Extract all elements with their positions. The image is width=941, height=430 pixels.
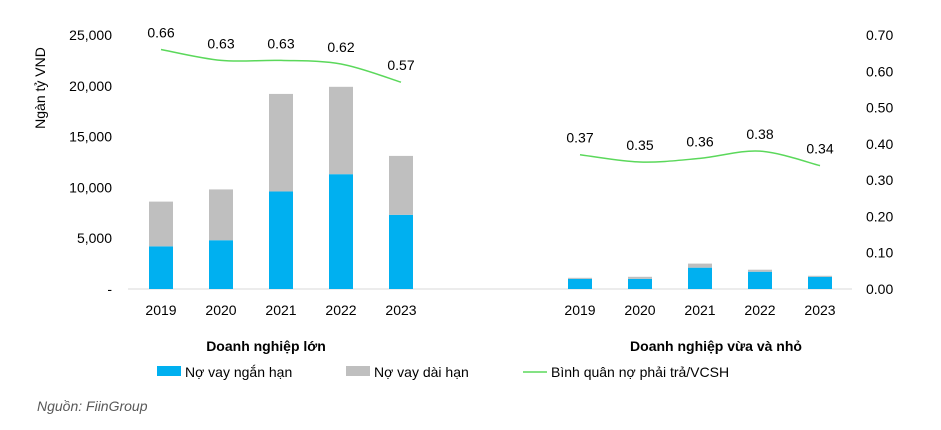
y2-tick-label: 0.10 <box>866 245 893 261</box>
x-tick-label: 2020 <box>624 302 655 318</box>
legend-label: Nợ vay dài hạn <box>374 364 469 380</box>
bar-long-term <box>329 86 353 175</box>
y-tick-label: 5,000 <box>77 230 112 246</box>
x-tick-label: 2020 <box>205 302 236 318</box>
data-label-bg <box>560 128 600 147</box>
bar-long-term <box>149 201 173 247</box>
bar-short-term <box>688 267 712 289</box>
ratio-data-label: 0.37 <box>566 130 593 146</box>
data-label-bg <box>381 56 421 75</box>
x-tick-label: 2023 <box>385 302 416 318</box>
legend-swatch <box>157 366 181 376</box>
ratio-data-label: 0.38 <box>746 126 773 142</box>
ratio-data-label: 0.63 <box>207 35 234 51</box>
data-label-bg <box>740 125 780 144</box>
x-tick-label: 2023 <box>804 302 835 318</box>
data-label-bg <box>201 34 241 53</box>
y2-tick-label: 0.00 <box>866 281 893 297</box>
ratio-data-label: 0.66 <box>147 25 174 41</box>
bar-short-term <box>748 271 772 289</box>
y2-tick-label: 0.50 <box>866 100 893 116</box>
data-label-bg <box>141 23 181 42</box>
ratio-data-label: 0.35 <box>626 137 653 153</box>
bar-long-term <box>748 269 772 272</box>
x-tick-label: 2022 <box>325 302 356 318</box>
y-tick-label: 20,000 <box>69 78 112 94</box>
bar-long-term <box>688 263 712 268</box>
bar-long-term <box>628 276 652 279</box>
x-tick-label: 2019 <box>145 302 176 318</box>
data-label-bg <box>800 139 840 158</box>
x-tick-label: 2021 <box>265 302 296 318</box>
bar-long-term <box>808 275 832 277</box>
bar-long-term <box>269 93 293 192</box>
bar-long-term <box>209 189 233 241</box>
ratio-data-label: 0.36 <box>686 133 713 149</box>
data-label-bg <box>620 136 660 154</box>
bar-long-term <box>568 277 592 279</box>
ratio-line <box>579 150 821 167</box>
x-tick-label: 2021 <box>684 302 715 318</box>
bar-short-term <box>269 191 293 289</box>
bar-short-term <box>209 240 233 289</box>
ratio-data-label: 0.63 <box>267 35 294 51</box>
y2-tick-label: 0.30 <box>866 172 893 188</box>
bar-short-term <box>329 174 353 289</box>
y2-tick-label: 0.20 <box>866 208 893 224</box>
data-label-bg <box>321 38 361 57</box>
bar-short-term <box>808 276 832 289</box>
ratio-data-label: 0.34 <box>806 141 833 157</box>
bar-short-term <box>628 278 652 289</box>
source-note: Nguồn: FiinGroup <box>37 398 148 414</box>
y-tick-label: 10,000 <box>69 179 112 195</box>
ratio-data-label: 0.57 <box>387 57 414 73</box>
ratio-line <box>160 48 402 83</box>
y-tick-label: 25,000 <box>69 27 112 43</box>
group-label: Doanh nghiệp lớn <box>206 338 326 354</box>
bar-short-term <box>149 246 173 289</box>
data-label-bg <box>261 34 301 53</box>
bar-long-term <box>389 155 413 215</box>
bar-short-term <box>568 278 592 289</box>
x-tick-label: 2019 <box>564 302 595 318</box>
y-axis-title: Ngàn tỷ VND <box>32 47 48 129</box>
y-tick-label: 15,000 <box>69 129 112 145</box>
y2-tick-label: 0.70 <box>866 27 893 43</box>
bar-short-term <box>389 214 413 289</box>
x-tick-label: 2022 <box>744 302 775 318</box>
y2-tick-label: 0.60 <box>866 63 893 79</box>
group-label: Doanh nghiệp vừa và nhỏ <box>630 338 802 354</box>
legend-label: Bình quân nợ phải trả/VCSH <box>551 364 729 380</box>
ratio-data-label: 0.62 <box>327 39 354 55</box>
y-tick-label: - <box>107 281 112 297</box>
legend-label: Nợ vay ngắn hạn <box>185 364 292 380</box>
legend-swatch <box>346 366 370 376</box>
y2-tick-label: 0.40 <box>866 136 893 152</box>
data-label-bg <box>680 132 720 151</box>
